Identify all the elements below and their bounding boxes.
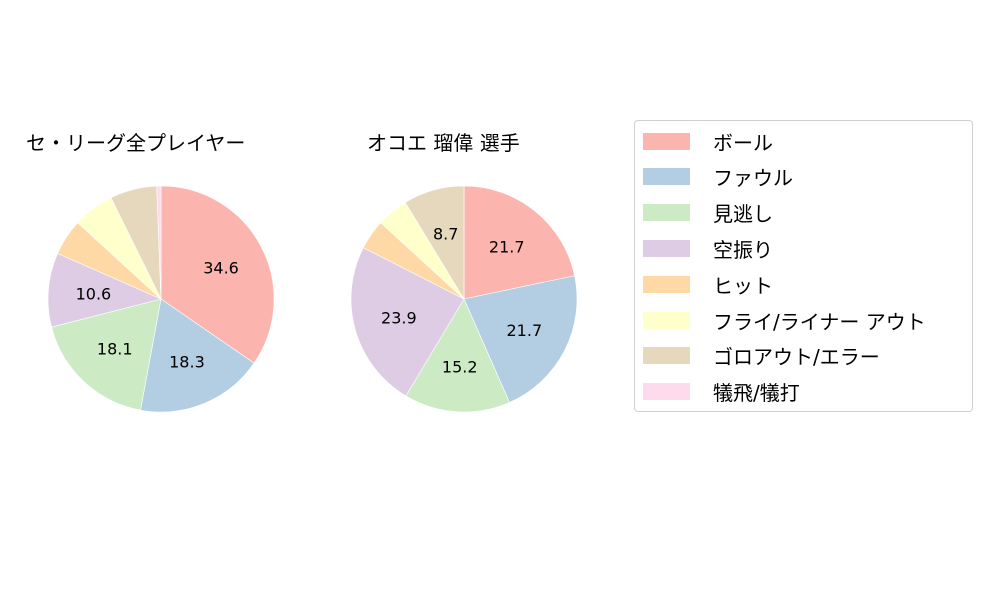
legend-item: ボール: [643, 129, 773, 155]
slice-value-label: 34.6: [203, 258, 239, 277]
left-chart-title: セ・リーグ全プレイヤー: [26, 131, 246, 155]
legend-swatch: [643, 239, 690, 257]
slice-value-label: 23.9: [381, 309, 417, 328]
legend-swatch: [643, 383, 690, 401]
legend-item: ゴロアウト/エラー: [643, 344, 880, 370]
legend-label: ヒット: [713, 273, 773, 298]
legend-swatch: [643, 311, 690, 329]
pie-slice: [140, 298, 255, 413]
pie-slice: [156, 185, 162, 300]
slice-value-label: 21.7: [489, 237, 525, 256]
right-chart-title: オコエ 瑠偉 選手: [367, 131, 520, 155]
right-pie-chart: 21.7 21.7 15.2 23.9 8.7: [350, 185, 578, 413]
legend-item: 犠飛/犠打: [643, 380, 800, 406]
slice-value-label: 15.2: [442, 358, 478, 377]
legend-swatch: [643, 275, 690, 293]
legend-label: 空振り: [713, 237, 773, 262]
pie-slice: [405, 298, 510, 413]
slice-value-label: 8.7: [433, 225, 458, 244]
legend-label: 犠飛/犠打: [713, 381, 800, 406]
legend-label: 見逃し: [713, 202, 773, 227]
pie-slice: [47, 253, 162, 328]
pie-slice: [51, 298, 162, 411]
legend-item: フライ/ライナー アウト: [643, 308, 926, 334]
legend-label: フライ/ライナー アウト: [713, 309, 926, 334]
pie-slice: [463, 275, 578, 403]
slice-value-label: 10.6: [76, 284, 112, 303]
legend-label: ファウル: [713, 166, 793, 191]
left-pie-chart: 34.6 18.3 18.1 10.6: [47, 185, 275, 413]
legend-item: ファウル: [643, 165, 793, 191]
legend: ボールファウル見逃し空振りヒットフライ/ライナー アウト ゴロアウト/エラー 犠飛/…: [634, 120, 973, 412]
legend-item: 見逃し: [643, 201, 773, 227]
legend-swatch: [643, 347, 690, 365]
legend-swatch: [643, 132, 690, 150]
legend-label: ゴロアウト/エラー: [713, 345, 880, 370]
slice-value-label: 18.3: [169, 353, 205, 372]
legend-item: 空振り: [643, 236, 773, 262]
slice-value-label: 21.7: [507, 321, 543, 340]
pie-slice: [463, 185, 575, 300]
legend-swatch: [643, 204, 690, 222]
pie-slice: [160, 185, 275, 364]
legend-swatch: [643, 168, 690, 186]
pie-slice: [404, 185, 465, 301]
legend-item: ヒット: [643, 272, 773, 298]
slice-value-label: 18.1: [97, 340, 133, 359]
legend-label: ボール: [713, 130, 773, 155]
